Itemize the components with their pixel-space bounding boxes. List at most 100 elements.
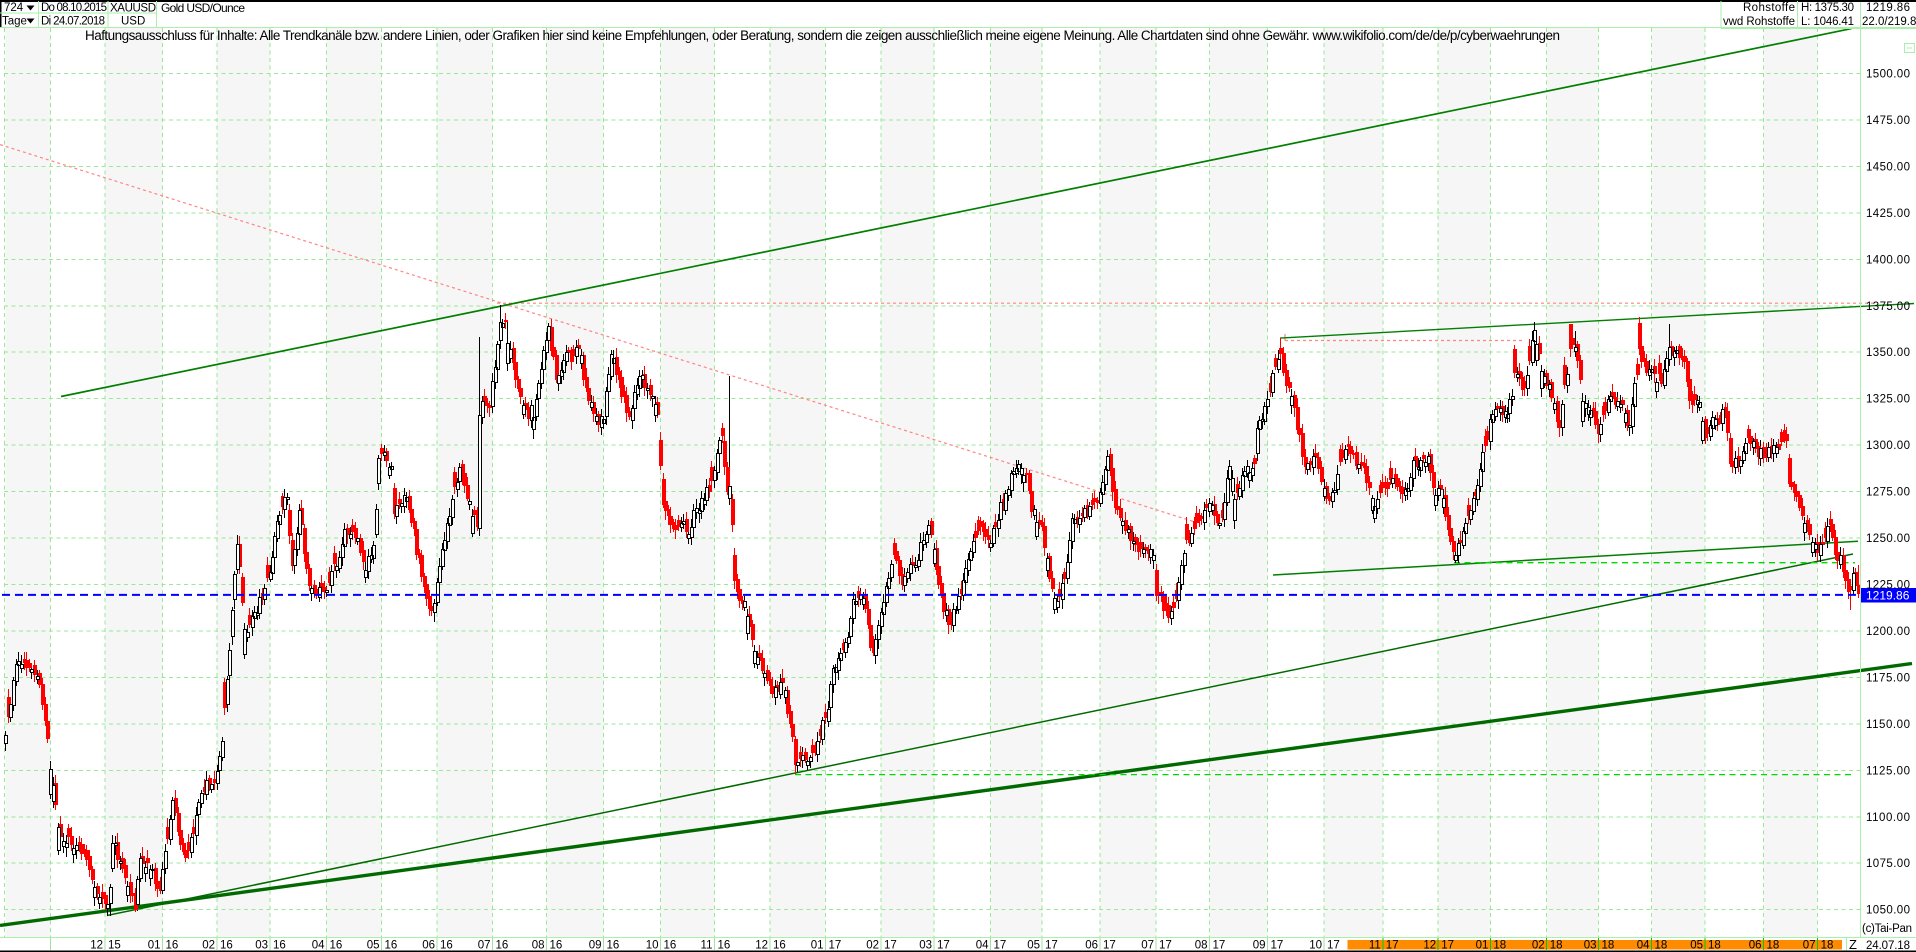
- svg-text:03: 03: [919, 940, 932, 952]
- svg-text:Haftungsausschluss für Inhalte: Haftungsausschluss für Inhalte: Alle Tre…: [85, 28, 1560, 43]
- svg-text:1425.00: 1425.00: [1866, 208, 1910, 220]
- svg-text:Do 08.10.2015: Do 08.10.2015: [41, 2, 107, 14]
- svg-text:12: 12: [1423, 940, 1436, 952]
- svg-text:1175.00: 1175.00: [1866, 672, 1910, 684]
- svg-text:02: 02: [866, 940, 879, 952]
- svg-text:09: 09: [1253, 940, 1266, 952]
- svg-text:11: 11: [701, 940, 713, 952]
- svg-text:16: 16: [330, 940, 343, 952]
- svg-text:1050.00: 1050.00: [1866, 905, 1910, 917]
- svg-text:04: 04: [976, 940, 989, 952]
- svg-text:16: 16: [607, 940, 620, 952]
- svg-text:Tage: Tage: [2, 16, 27, 28]
- svg-text:1125.00: 1125.00: [1866, 765, 1910, 777]
- svg-text:16: 16: [496, 940, 509, 952]
- svg-text:08: 08: [1195, 940, 1208, 952]
- svg-text:03: 03: [255, 940, 268, 952]
- svg-text:10: 10: [646, 940, 659, 952]
- svg-text:17: 17: [937, 940, 950, 952]
- svg-text:02: 02: [1532, 940, 1545, 952]
- svg-text:18: 18: [1550, 940, 1563, 952]
- svg-text:17: 17: [1271, 940, 1284, 952]
- svg-text:17: 17: [829, 940, 842, 952]
- svg-text:24.07.18: 24.07.18: [1866, 940, 1910, 952]
- svg-text:1225.00: 1225.00: [1866, 580, 1910, 592]
- svg-text:05: 05: [1690, 940, 1703, 952]
- svg-text:17: 17: [1159, 940, 1172, 952]
- svg-text:16: 16: [220, 940, 233, 952]
- svg-text:03: 03: [1584, 940, 1597, 952]
- svg-text:06: 06: [1085, 940, 1098, 952]
- svg-text:10: 10: [1309, 940, 1322, 952]
- svg-text:724: 724: [4, 2, 24, 14]
- svg-text:1400.00: 1400.00: [1866, 254, 1910, 266]
- svg-text:Di 24.07.2018: Di 24.07.2018: [41, 16, 105, 28]
- svg-text:18: 18: [1602, 940, 1615, 952]
- svg-text:22.0/219.86: 22.0/219.86: [1862, 16, 1916, 28]
- svg-text:17: 17: [1386, 940, 1399, 952]
- svg-text:16: 16: [664, 940, 677, 952]
- svg-text:1325.00: 1325.00: [1866, 394, 1910, 406]
- svg-text:1300.00: 1300.00: [1866, 440, 1910, 452]
- svg-text:16: 16: [385, 940, 398, 952]
- svg-text:1350.00: 1350.00: [1866, 347, 1910, 359]
- svg-text:17: 17: [1213, 940, 1226, 952]
- svg-text:Rohstoffe: Rohstoffe: [1743, 2, 1795, 14]
- svg-text:XAUUSD: XAUUSD: [110, 3, 156, 15]
- svg-text:07: 07: [478, 940, 491, 952]
- svg-text:1250.00: 1250.00: [1866, 533, 1910, 545]
- svg-text:01: 01: [148, 940, 161, 952]
- svg-text:17: 17: [1327, 940, 1340, 952]
- svg-text:12: 12: [90, 940, 103, 952]
- svg-text:05: 05: [367, 940, 380, 952]
- svg-text:06: 06: [1749, 940, 1762, 952]
- svg-text:12: 12: [755, 940, 768, 952]
- svg-text:17: 17: [1045, 940, 1058, 952]
- svg-text:07: 07: [1141, 940, 1154, 952]
- svg-text:01: 01: [1476, 940, 1489, 952]
- svg-text:1375.00: 1375.00: [1866, 301, 1910, 313]
- svg-text:16: 16: [773, 940, 786, 952]
- svg-text:18: 18: [1708, 940, 1721, 952]
- svg-text:18: 18: [1493, 940, 1506, 952]
- svg-text:L: 1046.41: L: 1046.41: [1801, 16, 1854, 28]
- svg-text:06: 06: [422, 940, 435, 952]
- svg-text:17: 17: [994, 940, 1007, 952]
- svg-text:17: 17: [1441, 940, 1454, 952]
- svg-text:USD: USD: [121, 16, 145, 28]
- svg-text:16: 16: [166, 940, 179, 952]
- svg-text:1150.00: 1150.00: [1866, 719, 1910, 731]
- svg-text:11: 11: [1369, 940, 1381, 952]
- svg-text:1500.00: 1500.00: [1866, 69, 1910, 81]
- svg-text:17: 17: [1103, 940, 1116, 952]
- svg-text:Gold USD/Ounce: Gold USD/Ounce: [161, 1, 245, 15]
- svg-text:17: 17: [884, 940, 897, 952]
- svg-text:18: 18: [1655, 940, 1668, 952]
- svg-text:02: 02: [202, 940, 215, 952]
- svg-text:18: 18: [1821, 940, 1834, 952]
- svg-text:16: 16: [550, 940, 563, 952]
- svg-text:(c)Tai-Pan: (c)Tai-Pan: [1862, 923, 1912, 935]
- svg-text:vwd Rohstoffe: vwd Rohstoffe: [1723, 16, 1795, 28]
- svg-text:1450.00: 1450.00: [1866, 161, 1910, 173]
- svg-text:08: 08: [532, 940, 545, 952]
- svg-text:09: 09: [589, 940, 602, 952]
- svg-text:1200.00: 1200.00: [1866, 626, 1910, 638]
- svg-text:16: 16: [440, 940, 453, 952]
- svg-text:07: 07: [1803, 940, 1816, 952]
- svg-text:H: 1375.30: H: 1375.30: [1801, 2, 1854, 14]
- svg-text:Z: Z: [1849, 937, 1857, 952]
- svg-text:04: 04: [312, 940, 325, 952]
- svg-text:04: 04: [1637, 940, 1650, 952]
- svg-text:16: 16: [273, 940, 286, 952]
- svg-text:1100.00: 1100.00: [1866, 812, 1910, 824]
- svg-text:1219.86: 1219.86: [1866, 2, 1910, 14]
- svg-text:16: 16: [718, 940, 731, 952]
- svg-text:1475.00: 1475.00: [1866, 115, 1910, 127]
- svg-text:05: 05: [1027, 940, 1040, 952]
- svg-text:1219.86: 1219.86: [1866, 589, 1910, 603]
- svg-text:1275.00: 1275.00: [1866, 487, 1910, 499]
- svg-text:1075.00: 1075.00: [1866, 858, 1910, 870]
- svg-text:01: 01: [811, 940, 824, 952]
- svg-text:15: 15: [108, 940, 121, 952]
